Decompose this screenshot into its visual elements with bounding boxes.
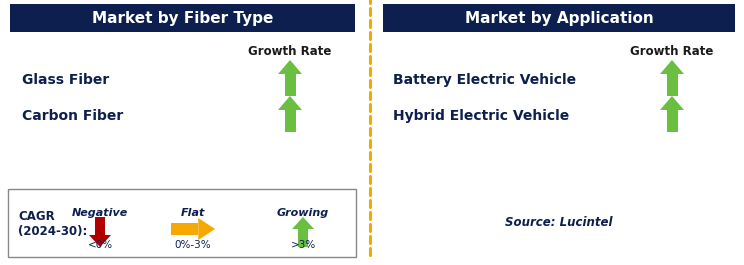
- Polygon shape: [171, 223, 199, 235]
- Bar: [8, 189, 356, 257]
- Polygon shape: [278, 96, 302, 110]
- Text: Battery Electric Vehicle: Battery Electric Vehicle: [393, 73, 576, 87]
- Text: Growth Rate: Growth Rate: [248, 45, 332, 58]
- Text: Negative: Negative: [72, 208, 128, 218]
- Polygon shape: [278, 60, 302, 74]
- Polygon shape: [95, 217, 105, 235]
- Bar: [10, 4, 355, 32]
- Text: CAGR: CAGR: [18, 210, 55, 223]
- Text: Carbon Fiber: Carbon Fiber: [22, 109, 124, 123]
- Polygon shape: [284, 74, 295, 96]
- Polygon shape: [667, 110, 678, 132]
- Text: Flat: Flat: [181, 208, 205, 218]
- Text: Source: Lucintel: Source: Lucintel: [505, 217, 613, 229]
- Text: Hybrid Electric Vehicle: Hybrid Electric Vehicle: [393, 109, 569, 123]
- Polygon shape: [298, 229, 308, 247]
- Text: Growing: Growing: [277, 208, 329, 218]
- Text: Market by Fiber Type: Market by Fiber Type: [92, 11, 273, 25]
- Polygon shape: [667, 74, 678, 96]
- Polygon shape: [199, 218, 215, 240]
- Polygon shape: [89, 235, 111, 247]
- Text: <0%: <0%: [88, 240, 112, 250]
- Text: >3%: >3%: [290, 240, 315, 250]
- Polygon shape: [284, 110, 295, 132]
- Polygon shape: [660, 96, 684, 110]
- Text: 0%-3%: 0%-3%: [175, 240, 211, 250]
- Polygon shape: [660, 60, 684, 74]
- Text: (2024-30):: (2024-30):: [18, 224, 87, 237]
- Polygon shape: [292, 217, 314, 229]
- Text: Market by Application: Market by Application: [464, 11, 653, 25]
- Bar: [383, 4, 735, 32]
- Text: Glass Fiber: Glass Fiber: [22, 73, 109, 87]
- Text: Growth Rate: Growth Rate: [630, 45, 713, 58]
